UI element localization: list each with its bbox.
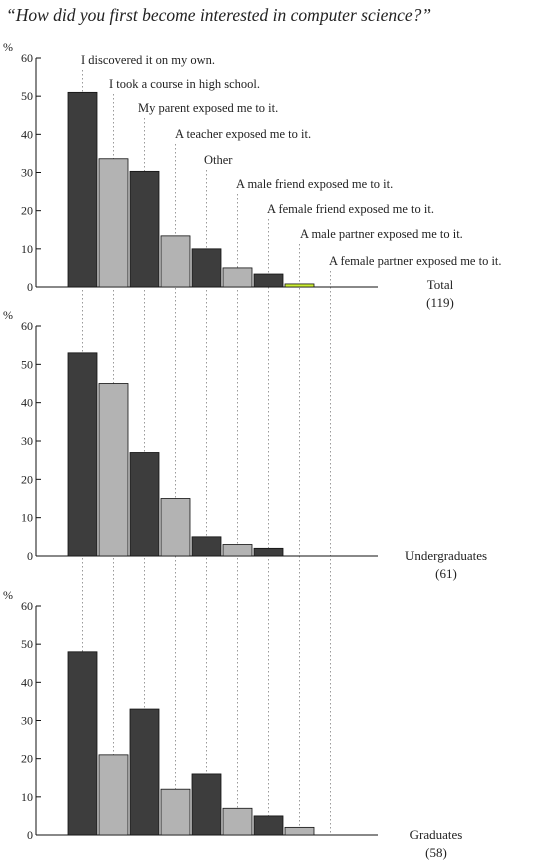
bar <box>191 248 222 288</box>
bar <box>253 273 284 288</box>
bar <box>129 170 160 288</box>
y-tick-label: 0 <box>27 549 33 563</box>
y-tick-label: 30 <box>21 434 33 448</box>
y-tick-label: 50 <box>21 89 33 103</box>
y-tick-label: 10 <box>21 511 33 525</box>
y-tick-label: 60 <box>21 319 33 333</box>
panel-name: Undergraduates <box>405 548 487 563</box>
bar <box>160 498 191 557</box>
bar <box>222 807 253 836</box>
bar <box>67 651 98 836</box>
panel-name: Total <box>427 277 454 292</box>
y-axis-unit: % <box>3 40 13 54</box>
bar <box>191 773 222 836</box>
bar <box>129 708 160 836</box>
panel-count: (61) <box>435 566 457 581</box>
bar <box>98 158 129 288</box>
bar <box>222 267 253 288</box>
y-tick-label: 50 <box>21 357 33 371</box>
y-tick-label: 30 <box>21 714 33 728</box>
y-tick-label: 60 <box>21 599 33 613</box>
bar <box>191 536 222 557</box>
category-label: A teacher exposed me to it. <box>175 127 311 141</box>
y-tick-label: 40 <box>21 127 33 141</box>
y-tick-label: 50 <box>21 637 33 651</box>
category-label: A female friend exposed me to it. <box>267 202 434 216</box>
y-tick-label: 10 <box>21 790 33 804</box>
bar <box>67 352 98 557</box>
bar <box>160 788 191 836</box>
bar <box>98 754 129 836</box>
y-tick-label: 40 <box>21 396 33 410</box>
y-tick-label: 40 <box>21 675 33 689</box>
y-tick-label: 60 <box>21 51 33 65</box>
bar <box>253 815 284 836</box>
bar <box>284 826 315 836</box>
y-axis-unit: % <box>3 308 13 322</box>
y-axis-unit: % <box>3 588 13 602</box>
bar <box>284 283 315 288</box>
bar <box>222 544 253 557</box>
y-tick-label: 10 <box>21 242 33 256</box>
bar <box>98 383 129 557</box>
category-label: A female partner exposed me to it. <box>329 254 502 268</box>
bar <box>160 235 191 288</box>
y-tick-label: 0 <box>27 280 33 294</box>
category-label: I discovered it on my own. <box>81 53 215 67</box>
y-tick-label: 0 <box>27 828 33 842</box>
panel-count: (119) <box>426 295 454 310</box>
panel-name: Graduates <box>410 827 463 842</box>
y-tick-label: 20 <box>21 752 33 766</box>
category-label: I took a course in high school. <box>109 77 260 91</box>
y-tick-label: 20 <box>21 204 33 218</box>
panel-count: (58) <box>425 845 447 860</box>
y-tick-label: 30 <box>21 166 33 180</box>
y-tick-label: 20 <box>21 472 33 486</box>
bar <box>67 91 98 288</box>
category-label: My parent exposed me to it. <box>138 101 278 115</box>
bar <box>253 547 284 557</box>
category-label: A male friend exposed me to it. <box>236 177 393 191</box>
category-label: Other <box>204 153 233 167</box>
bar <box>129 452 160 557</box>
category-label: A male partner exposed me to it. <box>300 227 463 241</box>
chart-title: “How did you first become interested in … <box>6 5 432 25</box>
